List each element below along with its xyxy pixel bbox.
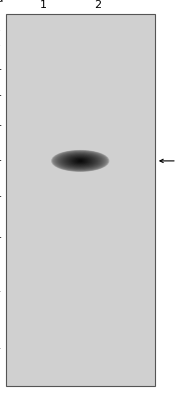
Ellipse shape [79, 160, 81, 161]
Ellipse shape [68, 156, 93, 165]
Ellipse shape [70, 157, 91, 165]
Text: 95-: 95- [0, 65, 2, 74]
Ellipse shape [61, 154, 99, 168]
Text: 43-: 43- [0, 156, 2, 165]
Ellipse shape [56, 152, 105, 170]
Text: 11-: 11- [0, 344, 2, 354]
Text: kDa: kDa [0, 0, 4, 4]
Ellipse shape [52, 151, 109, 171]
Text: 17-: 17- [0, 287, 2, 296]
Text: 26-: 26- [0, 233, 2, 242]
Text: 170-: 170- [0, 26, 2, 35]
Ellipse shape [77, 160, 83, 162]
Ellipse shape [59, 153, 101, 168]
Ellipse shape [73, 158, 88, 164]
Ellipse shape [67, 156, 94, 166]
Ellipse shape [60, 154, 100, 168]
Ellipse shape [66, 156, 94, 166]
Ellipse shape [53, 151, 108, 171]
Ellipse shape [76, 159, 85, 163]
Ellipse shape [72, 158, 89, 164]
Ellipse shape [63, 155, 97, 167]
Ellipse shape [76, 160, 84, 162]
Text: 2: 2 [95, 0, 102, 10]
Ellipse shape [55, 152, 106, 170]
Ellipse shape [57, 153, 103, 169]
Text: 55-: 55- [0, 121, 2, 130]
Text: 72-: 72- [0, 91, 2, 100]
Ellipse shape [75, 159, 86, 163]
Ellipse shape [54, 151, 107, 170]
Ellipse shape [64, 155, 96, 167]
Ellipse shape [65, 156, 95, 166]
Ellipse shape [71, 158, 90, 164]
Ellipse shape [62, 154, 98, 167]
Ellipse shape [57, 152, 104, 170]
Text: 130-: 130- [0, 41, 2, 50]
Text: 1: 1 [39, 0, 46, 10]
Text: 34-: 34- [0, 192, 2, 201]
Bar [6, 14, 155, 386]
Ellipse shape [74, 158, 87, 163]
Ellipse shape [58, 153, 102, 169]
Ellipse shape [78, 160, 82, 162]
Ellipse shape [69, 157, 92, 165]
